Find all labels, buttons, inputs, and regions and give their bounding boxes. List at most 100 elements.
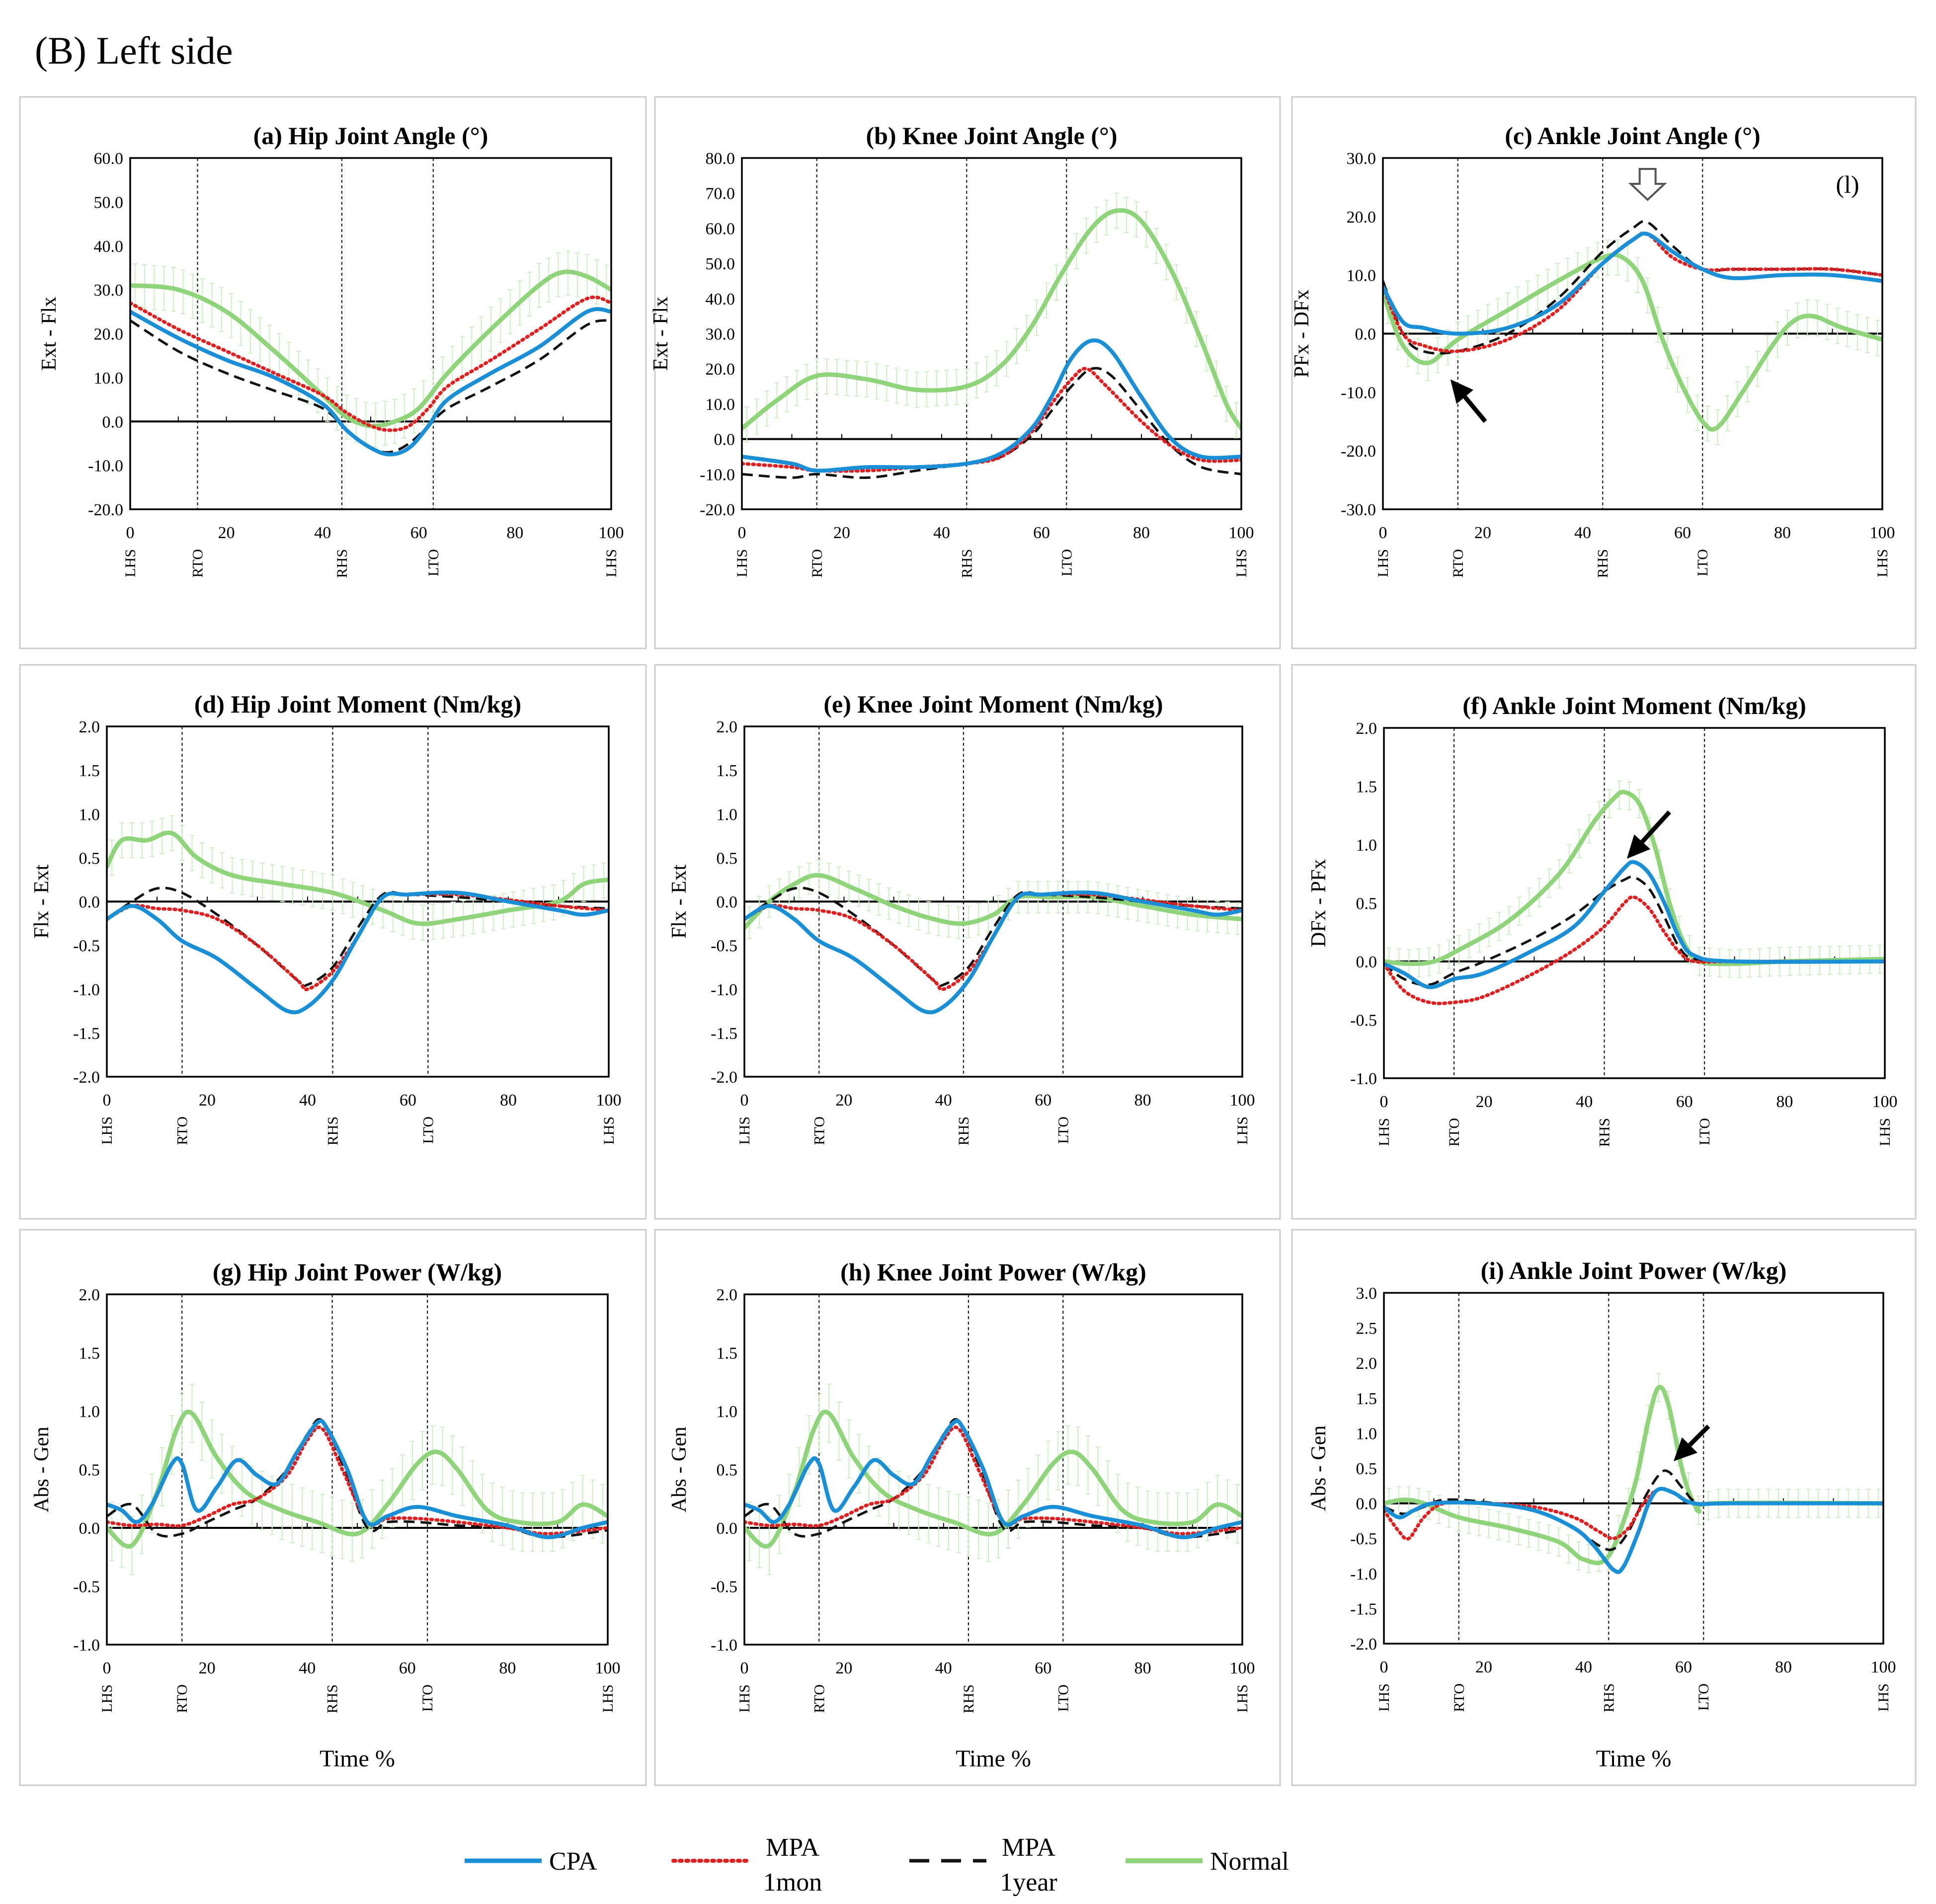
panel-frame: [1291, 1229, 1917, 1786]
y-tick-label: 1.5: [1356, 778, 1377, 796]
y-tick-label: 0.0: [1356, 953, 1377, 971]
series-line-cpa: [742, 338, 1241, 473]
event-label: LHS: [736, 1684, 753, 1713]
legend-item-normal: Normal: [1126, 1847, 1289, 1876]
x-tick-label: 80: [1775, 1658, 1792, 1676]
series-line-mpa-1year: [1383, 220, 1882, 355]
y-tick-label: -0.5: [1350, 1012, 1377, 1030]
y-tick-label: 2.0: [1356, 719, 1377, 738]
x-tick-label: 20: [218, 524, 235, 542]
event-label: LHS: [603, 549, 620, 577]
x-tick-label: 60: [1675, 1658, 1692, 1676]
event-label: RTO: [811, 1684, 827, 1713]
event-label: RHS: [324, 1684, 341, 1713]
y-tick-label: 0.0: [1356, 1495, 1377, 1513]
event-label: LHS: [734, 549, 750, 577]
series-line-normal: [744, 1410, 1242, 1549]
x-tick-label: 80: [1134, 1091, 1151, 1110]
legend-label: CPA: [549, 1847, 597, 1876]
y-tick-label: 2.5: [1356, 1320, 1377, 1338]
y-tick-label: 10.0: [94, 369, 124, 388]
event-label: LHS: [1375, 549, 1391, 577]
y-tick-label: 20.0: [706, 360, 735, 379]
event-label: LHS: [99, 1684, 115, 1713]
x-axis-label: Time %: [956, 1745, 1031, 1772]
y-tick-label: 1.5: [79, 762, 100, 780]
plot-border: [129, 157, 612, 510]
series-line-normal: [1383, 252, 1882, 432]
plot-area: [744, 1383, 1242, 1575]
event-label: RHS: [961, 1684, 977, 1713]
y-tick-label: -10.0: [1341, 384, 1376, 402]
y-tick-label: -1.0: [1350, 1070, 1377, 1088]
x-tick-label: 0: [740, 1659, 749, 1677]
legend-label: MPA: [766, 1833, 819, 1862]
x-tick-label: 0: [740, 1091, 749, 1110]
plot-area: [742, 192, 1241, 479]
series-line-cpa: [744, 890, 1242, 1015]
y-tick-label: 2.0: [717, 718, 738, 736]
x-tick-label: 40: [935, 1659, 952, 1677]
y-tick-label: -0.5: [73, 937, 100, 955]
event-label: LHS: [1376, 1118, 1392, 1146]
y-tick-label: -20.0: [700, 501, 735, 519]
y-tick-label: 1.0: [717, 805, 738, 824]
y-tick-label: 0.0: [1355, 325, 1376, 344]
plot-area: [107, 815, 609, 1015]
event-label: LHS: [1877, 1118, 1893, 1146]
x-tick-label: 0: [103, 1659, 111, 1677]
x-tick-label: 100: [599, 524, 624, 542]
event-label: LTO: [1055, 1684, 1071, 1712]
plot-area: [744, 859, 1242, 1015]
arrow-icon-shaft: [1640, 810, 1671, 844]
event-label: RTO: [1451, 1683, 1467, 1712]
event-label: RHS: [1601, 1683, 1617, 1712]
y-tick-label: 70.0: [706, 185, 735, 203]
y-tick-label: 40.0: [94, 238, 124, 256]
y-tick-label: 0.5: [717, 849, 738, 868]
series-line-mpa-1mon: [744, 1426, 1242, 1536]
x-tick-label: 100: [1870, 524, 1895, 542]
y-tick-label: 2.0: [717, 1286, 738, 1304]
series-line-cpa: [1384, 1487, 1883, 1574]
y-tick-label: 0.5: [79, 849, 100, 868]
x-tick-label: 40: [935, 1091, 952, 1110]
x-tick-label: 40: [933, 524, 950, 542]
event-label: RTO: [1450, 549, 1466, 578]
x-tick-label: 80: [1776, 1093, 1793, 1111]
panel-title: (f) Ankle Joint Moment (Nm/kg): [1462, 692, 1806, 719]
x-tick-label: 100: [1230, 1659, 1255, 1677]
event-label: LTO: [1058, 549, 1075, 576]
x-tick-label: 100: [595, 1659, 621, 1677]
x-tick-label: 60: [1676, 1093, 1693, 1111]
y-tick-label: 2.0: [1356, 1354, 1377, 1373]
x-tick-label: 20: [1474, 524, 1491, 542]
x-tick-label: 60: [410, 524, 427, 542]
plot-border: [743, 725, 1243, 1078]
series-line-normal: [742, 208, 1241, 431]
event-label: RTO: [174, 1116, 191, 1145]
x-tick-label: 0: [1380, 1093, 1388, 1111]
figure-title: (B) Left side: [35, 29, 233, 72]
y-tick-label: 40.0: [706, 290, 735, 309]
x-tick-label: 0: [1379, 524, 1387, 542]
y-tick-label: -1.0: [1350, 1565, 1377, 1584]
y-tick-label: 0.0: [714, 431, 735, 449]
x-tick-label: 40: [314, 524, 331, 542]
x-tick-label: 40: [1574, 524, 1591, 542]
x-tick-label: 100: [1871, 1658, 1896, 1676]
y-tick-label: -1.5: [711, 1025, 737, 1043]
y-tick-label: 10.0: [1347, 267, 1376, 285]
y-tick-label: -1.0: [711, 1636, 737, 1655]
series-line-cpa: [1384, 860, 1885, 989]
y-tick-label: 60.0: [94, 150, 124, 168]
x-tick-label: 20: [1475, 1658, 1492, 1676]
y-tick-label: 30.0: [94, 281, 124, 300]
x-tick-label: 40: [1576, 1093, 1593, 1111]
panel-i: (i) Ankle Joint Power (W/kg) 3.0 2.5 2.0 1.5…: [1291, 1229, 1917, 1786]
x-tick-label: 0: [126, 524, 135, 542]
x-tick-label: 80: [1133, 524, 1150, 542]
plot-area: [107, 1383, 608, 1575]
x-tick-label: 20: [835, 1659, 852, 1677]
y-tick-label: -0.5: [711, 937, 737, 955]
